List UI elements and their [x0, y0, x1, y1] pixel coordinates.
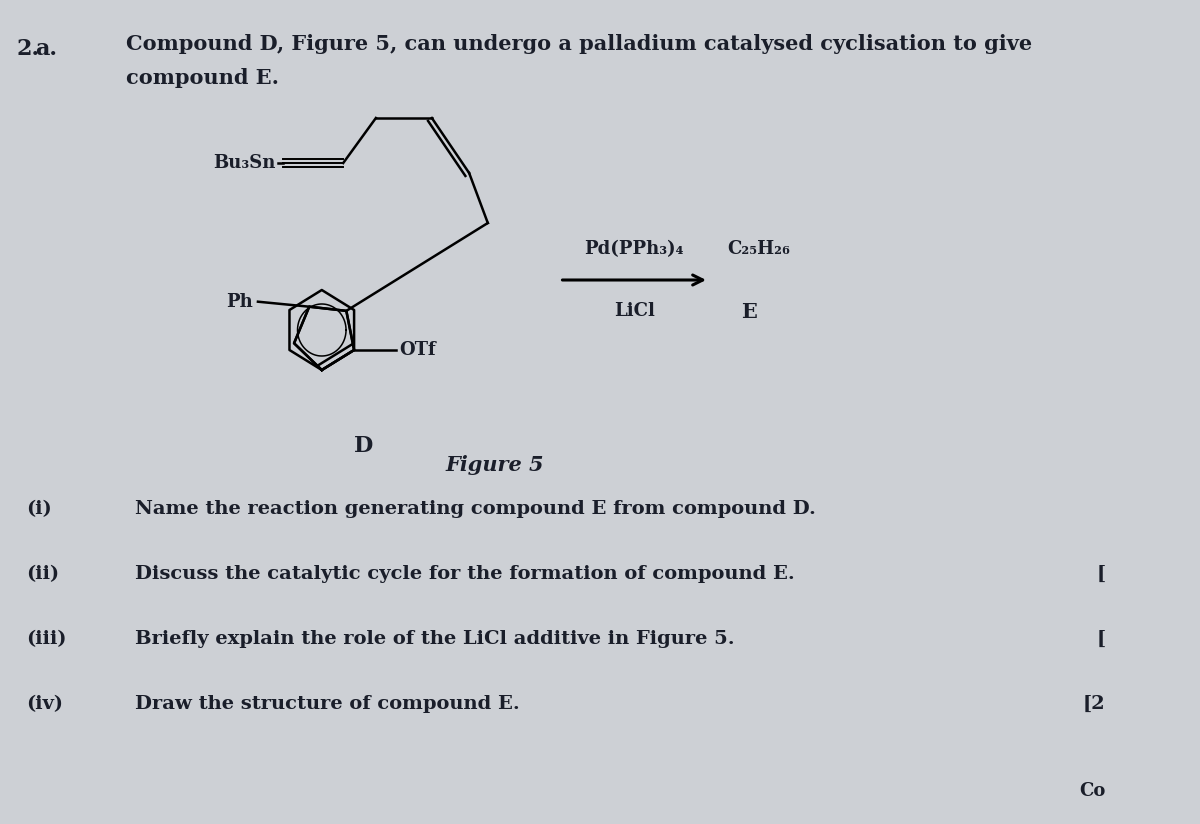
Text: (ii): (ii) — [26, 565, 59, 583]
Text: LiCl: LiCl — [614, 302, 655, 320]
Text: OTf: OTf — [398, 341, 436, 359]
Text: Name the reaction generating compound E from compound D.: Name the reaction generating compound E … — [136, 500, 816, 518]
Text: C₂₅H₂₆: C₂₅H₂₆ — [727, 240, 791, 258]
Text: 2.: 2. — [17, 38, 40, 60]
Text: compound E.: compound E. — [126, 68, 278, 88]
Text: Briefly explain the role of the LiCl additive in Figure 5.: Briefly explain the role of the LiCl add… — [136, 630, 734, 648]
Text: (iv): (iv) — [26, 695, 64, 713]
Text: [2: [2 — [1082, 695, 1105, 713]
Text: Bu₃Sn: Bu₃Sn — [212, 154, 275, 172]
Text: a.: a. — [36, 38, 58, 60]
Text: [: [ — [1096, 630, 1105, 648]
Text: Pd(PPh₃)₄: Pd(PPh₃)₄ — [584, 240, 684, 258]
Text: Compound D, Figure 5, can undergo a palladium catalysed cyclisation to give: Compound D, Figure 5, can undergo a pall… — [126, 34, 1032, 54]
Text: Discuss the catalytic cycle for the formation of compound E.: Discuss the catalytic cycle for the form… — [136, 565, 794, 583]
Text: E: E — [742, 302, 757, 322]
Text: (iii): (iii) — [26, 630, 67, 648]
Text: (i): (i) — [26, 500, 52, 518]
Text: [: [ — [1096, 565, 1105, 583]
Text: Draw the structure of compound E.: Draw the structure of compound E. — [136, 695, 520, 713]
Text: D: D — [354, 435, 373, 457]
Text: Ph: Ph — [227, 293, 253, 311]
Text: Co: Co — [1079, 782, 1105, 800]
Text: Figure 5: Figure 5 — [445, 455, 544, 475]
